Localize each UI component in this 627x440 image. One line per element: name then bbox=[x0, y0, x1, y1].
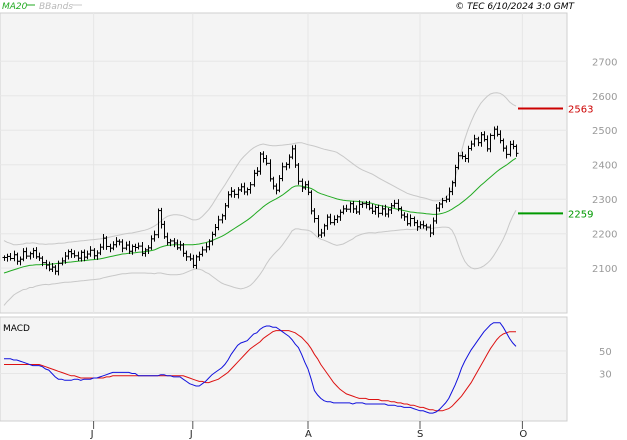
ohlc-bar bbox=[280, 162, 285, 182]
ma20-path bbox=[3, 157, 517, 274]
ohlc-bar bbox=[344, 204, 349, 212]
ohlc-bar bbox=[248, 181, 253, 194]
price-grid bbox=[0, 13, 567, 313]
macd-grid bbox=[0, 317, 567, 421]
legend-ma20: MA20 bbox=[2, 2, 28, 12]
legend-bbands: BBands bbox=[39, 2, 73, 12]
ohlc-bar bbox=[56, 260, 61, 276]
support-resistance-levels: 2563 2259 bbox=[518, 105, 593, 220]
signal-line bbox=[4, 330, 516, 412]
ohlc-bar bbox=[24, 247, 29, 259]
ohlc-bar bbox=[72, 250, 77, 258]
ohlc-bar bbox=[88, 246, 93, 257]
macd-y-tick-label: 50 bbox=[599, 347, 612, 358]
ohlc-bar bbox=[152, 230, 157, 242]
ohlc-bar bbox=[456, 152, 461, 170]
x-tick-label: S bbox=[417, 429, 423, 440]
bb-upper-line bbox=[3, 92, 517, 246]
copyright: © TEC 6/10/2024 3:0 GMT bbox=[455, 2, 575, 12]
ohlc-bar bbox=[184, 250, 189, 261]
ohlc-bar bbox=[424, 223, 429, 231]
x-tick-label: O bbox=[519, 429, 527, 440]
ohlc-bar bbox=[200, 246, 205, 257]
ohlc-bar bbox=[216, 215, 221, 231]
ohlc-bar bbox=[408, 214, 413, 227]
ohlc-bar bbox=[136, 242, 141, 250]
macd-panel bbox=[0, 316, 568, 422]
support-label: 2259 bbox=[568, 209, 593, 220]
ohlc-bar bbox=[8, 253, 13, 261]
x-tick-label: J bbox=[90, 429, 94, 440]
x-tick-label: A bbox=[305, 429, 312, 440]
price-y-tick-label: 2100 bbox=[592, 264, 617, 275]
ohlc-bar bbox=[264, 155, 269, 166]
macd-y-tick-label: 30 bbox=[599, 370, 612, 381]
price-y-tick-label: 2600 bbox=[592, 92, 617, 103]
ohlc-bar bbox=[376, 204, 381, 218]
ohlc-bar bbox=[488, 133, 493, 153]
macd-label: MACD bbox=[3, 324, 30, 334]
ohlc-bar bbox=[392, 199, 397, 208]
ohlc-bar bbox=[440, 197, 445, 209]
ohlc-bar bbox=[472, 134, 477, 147]
price-y-tick-label: 2500 bbox=[592, 126, 617, 137]
ohlc-bar bbox=[504, 145, 509, 159]
price-y-tick-label: 2200 bbox=[592, 230, 617, 241]
ma20-line bbox=[3, 157, 517, 274]
ohlc-bar bbox=[312, 208, 317, 223]
macd-line bbox=[4, 322, 517, 414]
ohlc-bar bbox=[296, 163, 301, 185]
ohlc-bar bbox=[104, 236, 109, 250]
ohlc-bar bbox=[40, 256, 45, 267]
price-y-tick-label: 2400 bbox=[592, 161, 617, 172]
ohlc-bar bbox=[232, 189, 237, 198]
macd-lines bbox=[4, 322, 517, 414]
ohlc-bar bbox=[514, 144, 519, 157]
ohlc-bar bbox=[360, 201, 365, 208]
ohlc-bar bbox=[120, 239, 125, 253]
price-y-tick-label: 2300 bbox=[592, 195, 617, 206]
resistance-label: 2563 bbox=[568, 105, 593, 116]
ohlc-bar bbox=[328, 213, 333, 225]
price-y-tick-label: 2700 bbox=[592, 57, 617, 68]
macd-y-axis: 30 50 bbox=[599, 347, 612, 381]
price-panel bbox=[0, 12, 568, 314]
ohlc-bar bbox=[168, 238, 173, 247]
price-y-axis: 2100 2200 2300 2400 2500 2600 2700 bbox=[592, 57, 617, 275]
x-tick-label: J bbox=[189, 429, 193, 440]
price-bars bbox=[2, 125, 519, 276]
